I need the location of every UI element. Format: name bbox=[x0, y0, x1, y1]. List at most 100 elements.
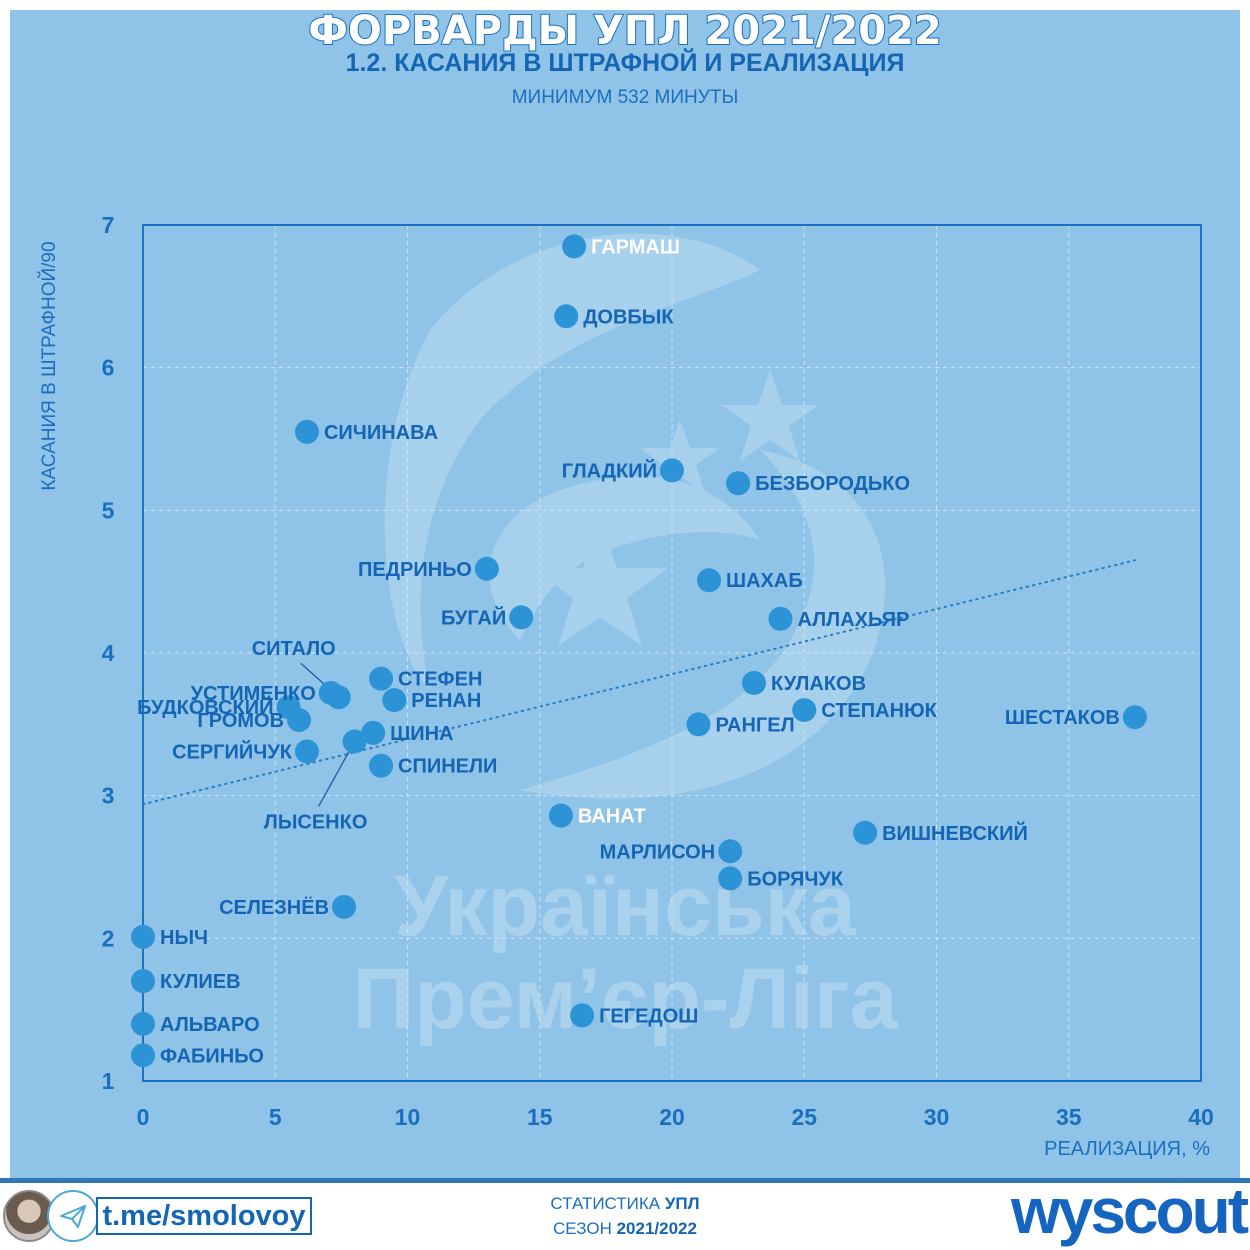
point-label: СТЕФЕН bbox=[398, 669, 482, 691]
point-label: ШЕСТАКОВ bbox=[1005, 707, 1120, 729]
data-point bbox=[792, 698, 817, 723]
point-label: РАНГЕЛ bbox=[715, 714, 794, 736]
data-point bbox=[294, 419, 319, 444]
point-label: СТЕПАНЮК bbox=[821, 700, 937, 722]
stat-prefix: СТАТИСТИКА bbox=[550, 1194, 661, 1213]
data-point bbox=[570, 1003, 595, 1028]
point-label: СЕЛЕЗНЁВ bbox=[219, 896, 329, 919]
point-label: ГЕГЕДОШ bbox=[599, 1005, 698, 1027]
point-label: БОРЯЧУК bbox=[747, 868, 844, 890]
y-tick-label: 4 bbox=[102, 640, 115, 666]
y-tick-label: 7 bbox=[102, 212, 115, 238]
telegram-link-box[interactable]: t.me/smolovoy bbox=[96, 1197, 312, 1235]
data-point bbox=[1122, 705, 1147, 730]
x-axis-label: РЕАЛИЗАЦИЯ, % bbox=[1044, 1138, 1210, 1160]
page-title: ФОРВАРДЫ УПЛ 2021/2022 bbox=[307, 7, 942, 55]
y-tick-label: 2 bbox=[102, 925, 115, 951]
data-point bbox=[474, 556, 499, 581]
y-tick-label: 6 bbox=[102, 355, 115, 381]
point-label: ГЛАДКИЙ bbox=[562, 458, 657, 482]
data-point bbox=[332, 894, 357, 919]
data-point bbox=[294, 739, 319, 764]
x-tick-label: 40 bbox=[1188, 1104, 1214, 1130]
x-tick-label: 0 bbox=[137, 1104, 150, 1130]
season-value: 2021/2022 bbox=[616, 1219, 697, 1238]
point-label: ГАРМАШ bbox=[591, 236, 680, 258]
data-point bbox=[369, 666, 394, 691]
data-point bbox=[318, 680, 343, 705]
data-point bbox=[361, 720, 386, 745]
point-label: ЛЫСЕНКО bbox=[264, 811, 368, 833]
watermark-line-2: Прем’єр-Ліга bbox=[352, 951, 898, 1047]
point-label: МАРЛИСОН bbox=[600, 841, 716, 863]
data-points bbox=[131, 234, 1147, 1068]
chart-subtitle: 1.2. КАСАНИЯ В ШТРАФНОЙ И РЕАЛИЗАЦИЯ bbox=[345, 49, 905, 77]
season-prefix: СЕЗОН bbox=[553, 1219, 612, 1238]
point-label: АЛЛАХЬЯР bbox=[797, 609, 909, 631]
data-point bbox=[718, 839, 743, 864]
plot-frame bbox=[142, 224, 1202, 1082]
point-label: СПИНЕЛИ bbox=[398, 756, 497, 778]
data-point bbox=[131, 969, 155, 994]
grid bbox=[143, 225, 1201, 1081]
point-label: БУДКОВСКИЙ bbox=[137, 695, 273, 719]
point-label: ДОВБЫК bbox=[583, 306, 674, 328]
chart-panel bbox=[10, 10, 1240, 1178]
footer-season-line: СЕЗОН 2021/2022 bbox=[500, 1219, 750, 1239]
data-point bbox=[131, 924, 155, 949]
x-tick-label: 5 bbox=[269, 1104, 282, 1130]
data-point bbox=[718, 866, 743, 891]
data-point bbox=[697, 568, 722, 593]
x-tick-label: 25 bbox=[791, 1104, 817, 1130]
y-tick-label: 1 bbox=[102, 1068, 115, 1094]
data-point bbox=[369, 753, 394, 778]
data-point bbox=[131, 1043, 155, 1068]
data-point bbox=[686, 712, 711, 737]
data-point bbox=[131, 1011, 155, 1036]
point-label: ПЕДРИНЬО bbox=[358, 559, 472, 581]
point-label: КУЛИЕВ bbox=[160, 971, 241, 993]
data-point bbox=[726, 471, 751, 496]
x-tick-label: 15 bbox=[527, 1104, 553, 1130]
point-label: БУГАЙ bbox=[441, 605, 506, 629]
point-label: НЫЧ bbox=[160, 927, 208, 949]
wyscout-logo: wyscout bbox=[1010, 1175, 1249, 1247]
x-tick-label: 35 bbox=[1056, 1104, 1082, 1130]
point-label: КУЛАКОВ bbox=[771, 673, 866, 695]
y-axis-ticks: 1 2 3 4 5 6 7 bbox=[102, 212, 115, 1094]
point-label: ВАНАТ bbox=[578, 806, 646, 828]
data-point bbox=[509, 605, 534, 630]
data-point bbox=[853, 820, 878, 845]
point-label: ВИШНЕВСКИЙ bbox=[882, 821, 1028, 845]
y-tick-label: 5 bbox=[102, 497, 115, 523]
stat-league: УПЛ bbox=[664, 1194, 700, 1213]
footer-divider bbox=[0, 1178, 1250, 1183]
point-label: УСТИМЕНКО bbox=[191, 683, 316, 705]
data-point bbox=[548, 803, 573, 828]
point-label: СЕРГИЙЧУК bbox=[172, 739, 293, 763]
point-label: СИТАЛО bbox=[252, 638, 336, 660]
data-point bbox=[660, 458, 684, 483]
telegram-icon bbox=[47, 1190, 99, 1242]
data-point bbox=[287, 708, 312, 733]
data-point bbox=[562, 234, 587, 259]
point-label: ФАБИНЬО bbox=[160, 1045, 264, 1067]
point-labels: ГАРМАШ ДОВБЫК СИЧИНАВА ГЛАДКИЙ БЕЗБОРОДЬКО ПЕ… bbox=[137, 236, 1120, 1067]
data-point bbox=[768, 606, 793, 631]
trendline bbox=[142, 559, 1136, 806]
x-tick-label: 10 bbox=[395, 1104, 421, 1130]
telegram-link[interactable]: t.me/smolovoy bbox=[102, 1199, 306, 1232]
point-label: ГРОМОВ bbox=[197, 710, 284, 732]
data-point bbox=[741, 670, 766, 695]
y-axis-label: КАСАНИЯ В ШТРАФНОЙ/90 bbox=[39, 241, 60, 491]
footer-stat-line: СТАТИСТИКА УПЛ bbox=[500, 1194, 750, 1214]
x-tick-label: 30 bbox=[924, 1104, 950, 1130]
chart-note: МИНИМУМ 532 МИНУТЫ bbox=[511, 87, 739, 108]
x-tick-label: 20 bbox=[659, 1104, 685, 1130]
data-point bbox=[554, 304, 579, 329]
point-label: ШАХАБ bbox=[726, 570, 803, 592]
point-label: АЛЬВАРО bbox=[160, 1014, 260, 1036]
point-label: ШИНА bbox=[390, 723, 453, 745]
point-label: БЕЗБОРОДЬКО bbox=[755, 473, 910, 495]
